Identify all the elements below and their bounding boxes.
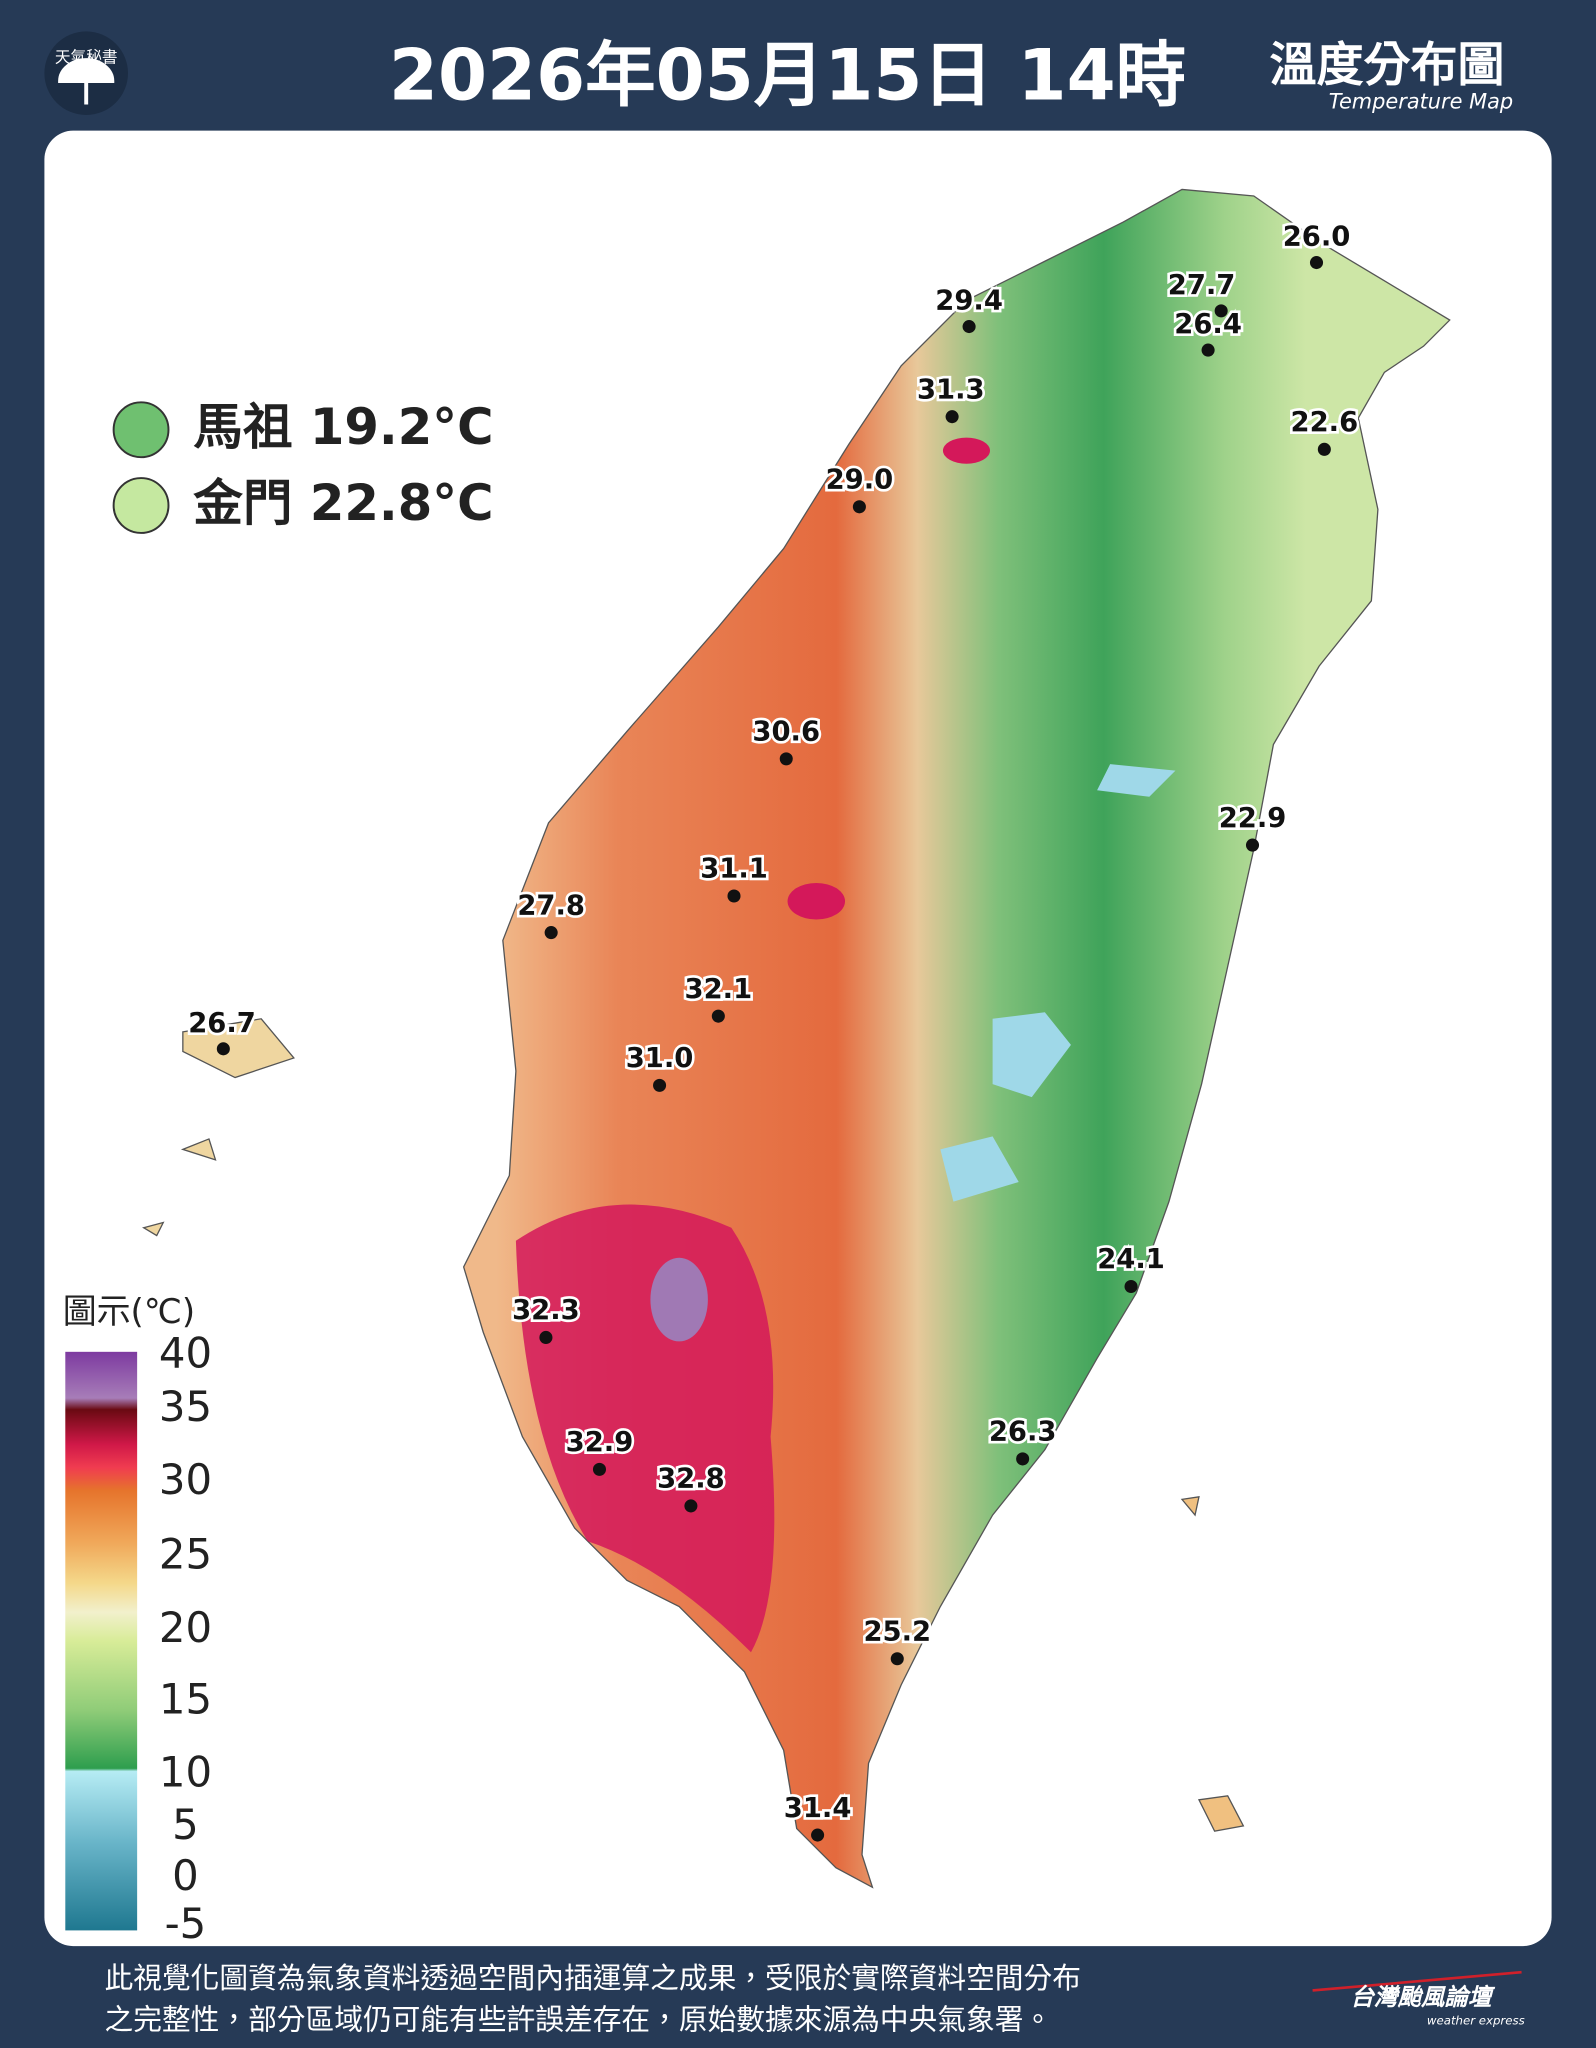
island-reading: 馬祖 19.2°C <box>193 398 493 456</box>
station-temp: 29.0 <box>826 465 894 496</box>
station-temp: 31.0 <box>626 1043 694 1074</box>
hot-zone <box>515 1204 775 1653</box>
map-title: 溫度分布圖 <box>1270 38 1505 93</box>
station-dot <box>684 1499 698 1513</box>
hot-spot <box>942 437 990 464</box>
station-dot <box>945 410 959 424</box>
station-temp: 31.3 <box>917 374 985 405</box>
legend-tick-label: 20 <box>159 1603 212 1652</box>
station-dot <box>544 926 558 940</box>
station-temp: 32.3 <box>512 1295 580 1326</box>
island-swatch <box>112 401 170 459</box>
station-dot <box>890 1652 904 1666</box>
islet <box>1180 1496 1245 1832</box>
station-temp: 29.4 <box>935 286 1003 317</box>
station-temp: 27.8 <box>517 890 585 921</box>
brand-line <box>1312 1970 1522 1992</box>
islands: 馬祖 19.2°C 金門 22.8°C <box>112 398 493 534</box>
legend-tick-label: 30 <box>159 1455 212 1504</box>
island-name: 馬祖 <box>193 398 292 456</box>
legend-tick-label: -5 <box>165 1899 207 1948</box>
station-dot <box>711 1009 725 1023</box>
station-temp: 22.9 <box>1219 803 1287 834</box>
station-dot <box>1317 442 1331 456</box>
station-temp: 31.1 <box>700 854 768 885</box>
station-temp: 25.2 <box>863 1616 931 1647</box>
station-dot <box>852 500 866 514</box>
logo-icon <box>58 58 115 105</box>
legend-tick-label: 5 <box>172 1800 199 1849</box>
colorbar <box>65 1351 138 1931</box>
island-temp: 19.2°C <box>310 398 494 456</box>
station-dot <box>1245 838 1260 852</box>
legend-title: 圖示(℃) <box>63 1292 195 1332</box>
station-dot <box>779 752 793 766</box>
station-dot <box>1016 1452 1030 1466</box>
station-dot <box>592 1462 607 1476</box>
footer-note: 之完整性，部分區域仍可能有些許誤差存在，原始數據來源為中央氣象署。 <box>104 2003 1052 2037</box>
brand: 台灣颱風論壇 <box>1350 1983 1495 2011</box>
station-temp: 26.4 <box>1174 309 1242 340</box>
station-dot <box>1309 256 1324 270</box>
station-temp: 26.7 <box>188 1008 256 1039</box>
station-dot <box>1214 304 1228 318</box>
station-dot <box>653 1078 667 1092</box>
legend-tick-label: 15 <box>159 1675 212 1724</box>
legend-tick-label: 35 <box>159 1382 212 1431</box>
station-dot <box>1201 343 1215 357</box>
station-temp: 26.3 <box>989 1417 1057 1448</box>
hot-spot <box>787 882 846 920</box>
penghu <box>142 1018 295 1237</box>
station-temp: 31.4 <box>784 1793 852 1824</box>
station-dot <box>216 1042 230 1056</box>
station-temp: 26.0 <box>1283 222 1351 253</box>
hottest-zone <box>650 1257 708 1342</box>
logo-text: 天氣秘書 <box>55 48 118 67</box>
cold-zone <box>940 764 1176 1202</box>
station-temp: 32.9 <box>566 1427 634 1458</box>
station-temp: 32.1 <box>685 974 753 1005</box>
map-subtitle: Temperature Map <box>1329 89 1513 113</box>
stations: 26.0 27.7 26.4 29.4 31.3 22.6 29.0 30.6 22.9 31.1… <box>186 219 1361 1842</box>
island-swatch <box>112 477 170 534</box>
footer-note: 此視覺化圖資為氣象資料透過空間內插運算之成果，受限於實際資料空間分布 <box>104 1961 1080 1995</box>
station-temp: 30.6 <box>752 717 820 748</box>
station-dot <box>811 1828 825 1842</box>
legend-tick-label: 10 <box>159 1748 212 1797</box>
island-reading: 金門 22.8°C <box>193 474 493 532</box>
station-dot <box>1124 1279 1138 1294</box>
station-temp: 27.7 <box>1168 270 1236 301</box>
title: 2026年05月15日 14時 <box>389 34 1186 116</box>
legend-tick-label: 0 <box>172 1851 199 1900</box>
brand-sub: weather express <box>1427 2013 1525 2027</box>
island-name: 金門 <box>193 474 292 532</box>
station-dot <box>962 320 976 334</box>
map <box>142 188 1451 1889</box>
legend-tick-label: 40 <box>159 1328 212 1377</box>
legend-tick-label: 25 <box>159 1530 212 1579</box>
island-temp: 22.8°C <box>310 474 494 532</box>
station-temp: 24.1 <box>1097 1244 1165 1275</box>
station-dot <box>727 889 741 903</box>
station-temp: 32.8 <box>657 1464 725 1495</box>
station-temp: 22.6 <box>1291 407 1359 438</box>
station-dot <box>539 1330 553 1344</box>
